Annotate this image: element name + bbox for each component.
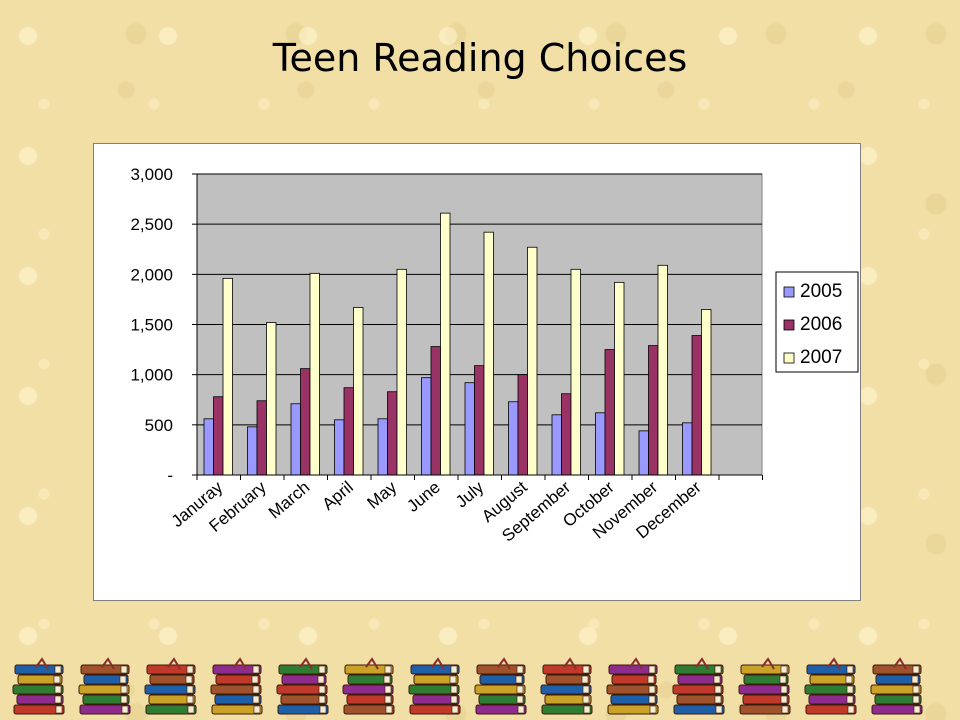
bar-2007-june: [440, 212, 451, 476]
bar-2007-may: [396, 268, 407, 476]
bar-2006-june: [430, 346, 441, 476]
bar-2006-september: [561, 393, 572, 476]
bar-2005-october: [595, 412, 606, 476]
y-tick-label: -: [167, 466, 173, 485]
book-stack-icon: [804, 657, 857, 715]
bar-2007-august: [527, 246, 538, 476]
bar-2007-march: [309, 272, 320, 476]
bar-2006-januray: [213, 396, 224, 476]
bar-2005-april: [334, 419, 345, 476]
book-stack-icon: [870, 657, 923, 715]
bar-2005-march: [290, 403, 301, 476]
bar-2005-august: [508, 401, 519, 476]
book-stack-icon: [540, 657, 593, 715]
bar-2007-september: [570, 268, 581, 476]
bar-2007-july: [483, 231, 494, 476]
bar-2005-february: [247, 426, 258, 476]
legend-swatch-2005: [783, 286, 795, 298]
slide-title: Teen Reading Choices: [272, 36, 688, 80]
x-tick-label: June: [403, 478, 443, 516]
y-tick-label: 2,500: [130, 215, 173, 234]
book-stack-icon: [12, 657, 65, 715]
bar-2007-april: [353, 307, 364, 476]
bar-2007-december: [701, 309, 712, 476]
bar-2006-december: [691, 335, 702, 476]
bar-2006-may: [387, 391, 398, 476]
bar-2006-october: [604, 349, 615, 476]
legend-label-2005: 2005: [800, 281, 842, 302]
bar-2005-november: [638, 430, 649, 476]
bar-2006-april: [343, 387, 354, 476]
bar-2005-july: [464, 382, 475, 476]
bar-2007-januray: [222, 277, 233, 476]
book-stack-icon: [78, 657, 131, 715]
bar-2007-october: [614, 281, 625, 476]
legend-swatch-2006: [783, 319, 795, 331]
y-tick-label: 2,000: [130, 265, 173, 284]
y-axis: - 500 1,000 1,500 2,000 2,500 3,000: [130, 165, 198, 485]
book-stack-icon: [474, 657, 527, 715]
bar-2005-may: [377, 418, 388, 476]
bar-2006-july: [474, 365, 485, 476]
bar-2005-june: [421, 377, 432, 476]
bar-2007-november: [657, 264, 668, 476]
book-stack-icon: [408, 657, 461, 715]
y-tick-label: 1,000: [130, 366, 173, 385]
x-tick-label: July: [452, 477, 488, 511]
x-tick-label: April: [319, 478, 357, 514]
y-tick-label: 500: [145, 416, 173, 435]
book-stack-icon: [210, 657, 263, 715]
bar-2005-januray: [203, 418, 214, 476]
book-stack-icon: [606, 657, 659, 715]
y-tick-label: 1,500: [130, 316, 173, 335]
legend-swatch-2007: [783, 352, 795, 364]
book-stack-icon: [144, 657, 197, 715]
bar-2006-august: [517, 374, 528, 476]
book-stack-icon: [342, 657, 395, 715]
book-stack-icon: [276, 657, 329, 715]
y-tick-label: 3,000: [130, 165, 173, 184]
book-stack-icon: [672, 657, 725, 715]
legend: 2005 2006 2007: [775, 271, 859, 373]
bar-2007-february: [266, 322, 277, 476]
x-tick-label: March: [265, 478, 313, 523]
legend-label-2007: 2007: [800, 347, 842, 368]
book-stack-strip: [12, 657, 923, 715]
legend-label-2006: 2006: [800, 314, 842, 335]
book-stack-icon: [738, 657, 791, 715]
bar-2005-december: [682, 422, 693, 476]
bar-2006-march: [300, 368, 311, 476]
bar-2006-november: [648, 345, 659, 476]
bar-2006-february: [256, 400, 267, 476]
bar-2005-september: [551, 414, 562, 476]
x-tick-label: May: [363, 477, 400, 513]
